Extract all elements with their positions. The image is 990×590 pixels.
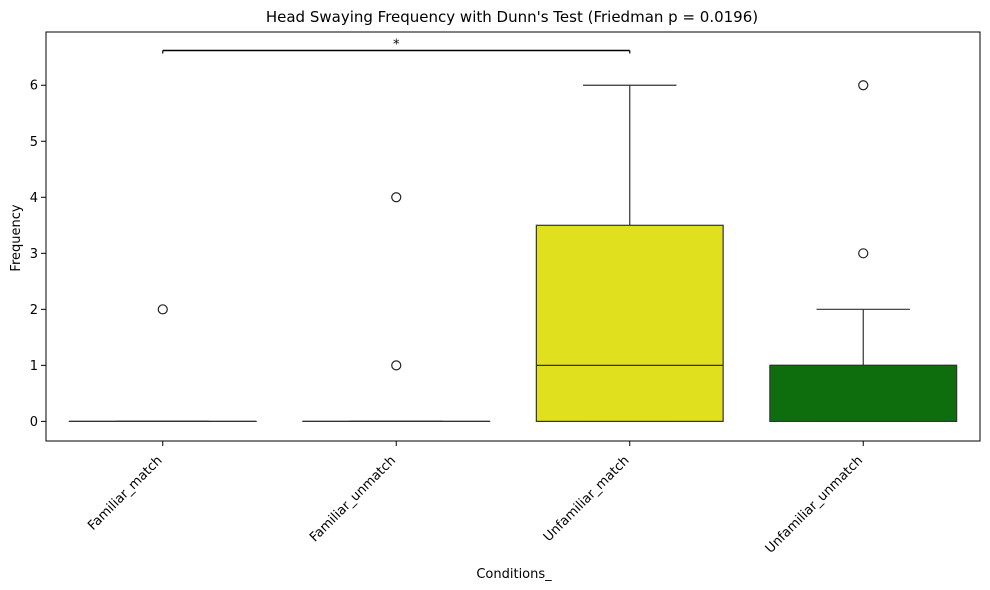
x-axis-label: Conditions_ [476, 567, 552, 582]
y-tick-label: 5 [30, 135, 38, 150]
annotations-layer: * [162, 37, 631, 54]
y-tick-label: 2 [30, 303, 38, 318]
significance-star: * [393, 37, 400, 52]
y-tick-label: 4 [30, 191, 38, 206]
box-Unfamiliar_unmatch [769, 80, 958, 422]
x-tick-label: Familiar_match [85, 453, 165, 533]
box-Familiar_match [68, 304, 257, 423]
x-tick-label: Unfamiliar_match [541, 453, 633, 545]
y-axis-label: Frequency [9, 204, 24, 271]
box-Familiar_unmatch [302, 192, 491, 423]
x-tick-label: Familiar_unmatch [307, 453, 399, 545]
outlier-point [391, 192, 402, 203]
box-Unfamiliar_match [535, 84, 724, 422]
boxes-layer [68, 80, 958, 423]
x-tick-label: Unfamiliar_unmatch [763, 453, 866, 556]
x-axis: Familiar_match Familiar_unmatch Unfamiliar… [85, 441, 866, 557]
outlier-point [858, 80, 869, 91]
y-axis: 0 1 2 3 4 5 6 [30, 79, 46, 430]
box-body [769, 364, 958, 422]
plot-area-frame [45, 31, 981, 442]
y-tick-label: 1 [30, 359, 38, 374]
y-tick-label: 6 [30, 79, 38, 94]
outlier-point [858, 248, 869, 259]
box-body [535, 224, 724, 422]
y-tick-label: 3 [30, 247, 38, 262]
outlier-point [391, 360, 402, 371]
outlier-point [157, 304, 168, 315]
y-tick-label: 0 [30, 415, 38, 430]
chart-title: Head Swaying Frequency with Dunn's Test … [266, 8, 758, 26]
